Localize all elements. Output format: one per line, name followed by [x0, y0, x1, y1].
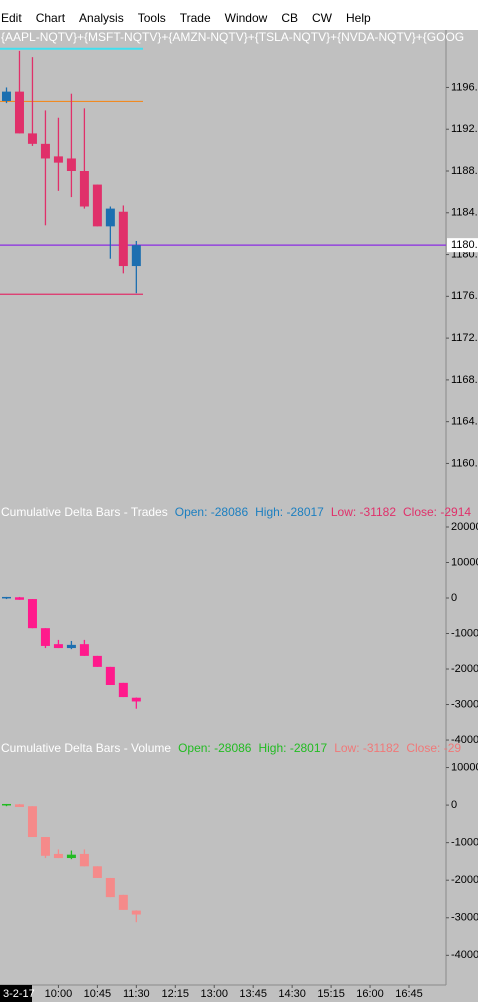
candle-body [1, 803, 11, 806]
y-tick-label: 1164.00 [451, 416, 478, 428]
header-value: Low: -31182 [334, 741, 399, 755]
menu-item[interactable]: Tools [138, 11, 166, 25]
y-tick-label: 1172.00 [451, 332, 478, 344]
candle-body [118, 894, 128, 910]
menu-item[interactable]: Analysis [79, 11, 124, 25]
x-tick-label: 12:15 [162, 988, 190, 1000]
header-value: Open: -28086 [175, 505, 249, 519]
candle-body [27, 806, 37, 838]
header-value: Low: -31182 [331, 505, 396, 519]
y-tick-label: -40000 [451, 734, 478, 746]
y-tick-label: -30000 [451, 912, 478, 924]
menu-item[interactable]: Edit [1, 11, 22, 25]
candle-body [14, 804, 24, 807]
y-tick-label: 1184.00 [451, 207, 478, 219]
header-value: Close: -29 [406, 741, 461, 755]
header-value: Open: -28086 [178, 741, 252, 755]
candle-body [92, 655, 102, 667]
panel-title-text: {AAPL-NQTV}+{MSFT-NQTV}+{AMZN-NQTV}+{TSL… [1, 30, 464, 44]
header-value: High: -28017 [258, 741, 327, 755]
y-tick-label: 1176.00 [451, 290, 478, 302]
header-value: High: -28017 [255, 505, 324, 519]
y-tick-label: 0 [451, 799, 457, 811]
candle-body [66, 158, 76, 171]
candle-body [92, 184, 102, 227]
candle-body [66, 854, 76, 859]
y-tick-label: -30000 [451, 698, 478, 710]
candle-body [105, 877, 115, 898]
candle-body [105, 666, 115, 685]
candle-body [1, 91, 11, 102]
candle-body [14, 597, 24, 600]
header-value: Close: -2914 [403, 505, 471, 519]
x-tick-label: 11:30 [123, 988, 150, 1000]
panel-title-text: Cumulative Delta Bars - Trades [1, 505, 168, 519]
candle-body [79, 644, 89, 656]
date-label: 3-2-17 [3, 988, 35, 1000]
y-tick-label: -40000 [451, 949, 478, 961]
menu-bar [0, 0, 478, 30]
candle-body [27, 599, 37, 629]
y-tick-label: 1192.00 [451, 123, 478, 135]
candle-body [1, 596, 11, 599]
time-axis [0, 985, 478, 1002]
y-tick-label: -20000 [451, 874, 478, 886]
y-tick-label: 1160.00 [451, 457, 478, 469]
x-tick-label: 10:45 [84, 988, 112, 1000]
last-price-label: 1180.90 [451, 239, 478, 251]
y-tick-label: 0 [451, 592, 457, 604]
y-tick-label: 1168.00 [451, 374, 478, 386]
menu-item[interactable]: Help [346, 11, 371, 25]
x-tick-label: 13:45 [239, 988, 267, 1000]
candle-body [53, 156, 63, 163]
candle-body [79, 853, 89, 867]
candle-body [131, 697, 141, 702]
menu-item[interactable]: CB [281, 11, 298, 25]
candle-body [131, 910, 141, 915]
y-tick-label: 1188.00 [451, 165, 478, 177]
y-tick-label: -20000 [451, 663, 478, 675]
panel-title: Cumulative Delta Bars - Volume Open: -280… [1, 741, 461, 755]
x-tick-label: 16:00 [356, 988, 384, 1000]
menu-item[interactable]: CW [312, 11, 333, 25]
candle-body [131, 245, 141, 267]
menu-item[interactable]: Chart [36, 11, 66, 25]
x-tick-label: 16:45 [395, 988, 423, 1000]
y-tick-label: 1196.00 [451, 81, 478, 93]
candle-body [40, 143, 50, 159]
candle-body [118, 211, 128, 267]
y-tick-label: 20000 [451, 521, 478, 533]
candle-body [105, 208, 115, 227]
candle-body [40, 628, 50, 646]
menu-item[interactable]: Window [225, 11, 268, 25]
candle-body [92, 866, 102, 878]
panel-title: Cumulative Delta Bars - Trades Open: -280… [1, 505, 471, 519]
x-tick-label: 15:15 [317, 988, 345, 1000]
x-tick-label: 13:00 [200, 988, 228, 1000]
menu-item[interactable]: Trade [180, 11, 211, 25]
y-tick-label: 1180.00 [451, 248, 478, 260]
candle-body [53, 644, 63, 649]
candle-body [27, 133, 37, 144]
date-box [0, 985, 32, 1002]
x-tick-label: 10:00 [45, 988, 73, 1000]
candle-body [14, 91, 24, 134]
panel-title-text: Cumulative Delta Bars - Volume [1, 741, 171, 755]
last-price-box [447, 238, 478, 253]
chart-area [0, 30, 478, 985]
candle-body [40, 837, 50, 856]
candle-body [118, 682, 128, 698]
x-tick-label: 14:30 [278, 988, 306, 1000]
candle-body [53, 853, 63, 859]
panel-title: {AAPL-NQTV}+{MSFT-NQTV}+{AMZN-NQTV}+{TSL… [1, 30, 464, 44]
candle-body [79, 171, 89, 207]
candle-body [66, 644, 76, 649]
